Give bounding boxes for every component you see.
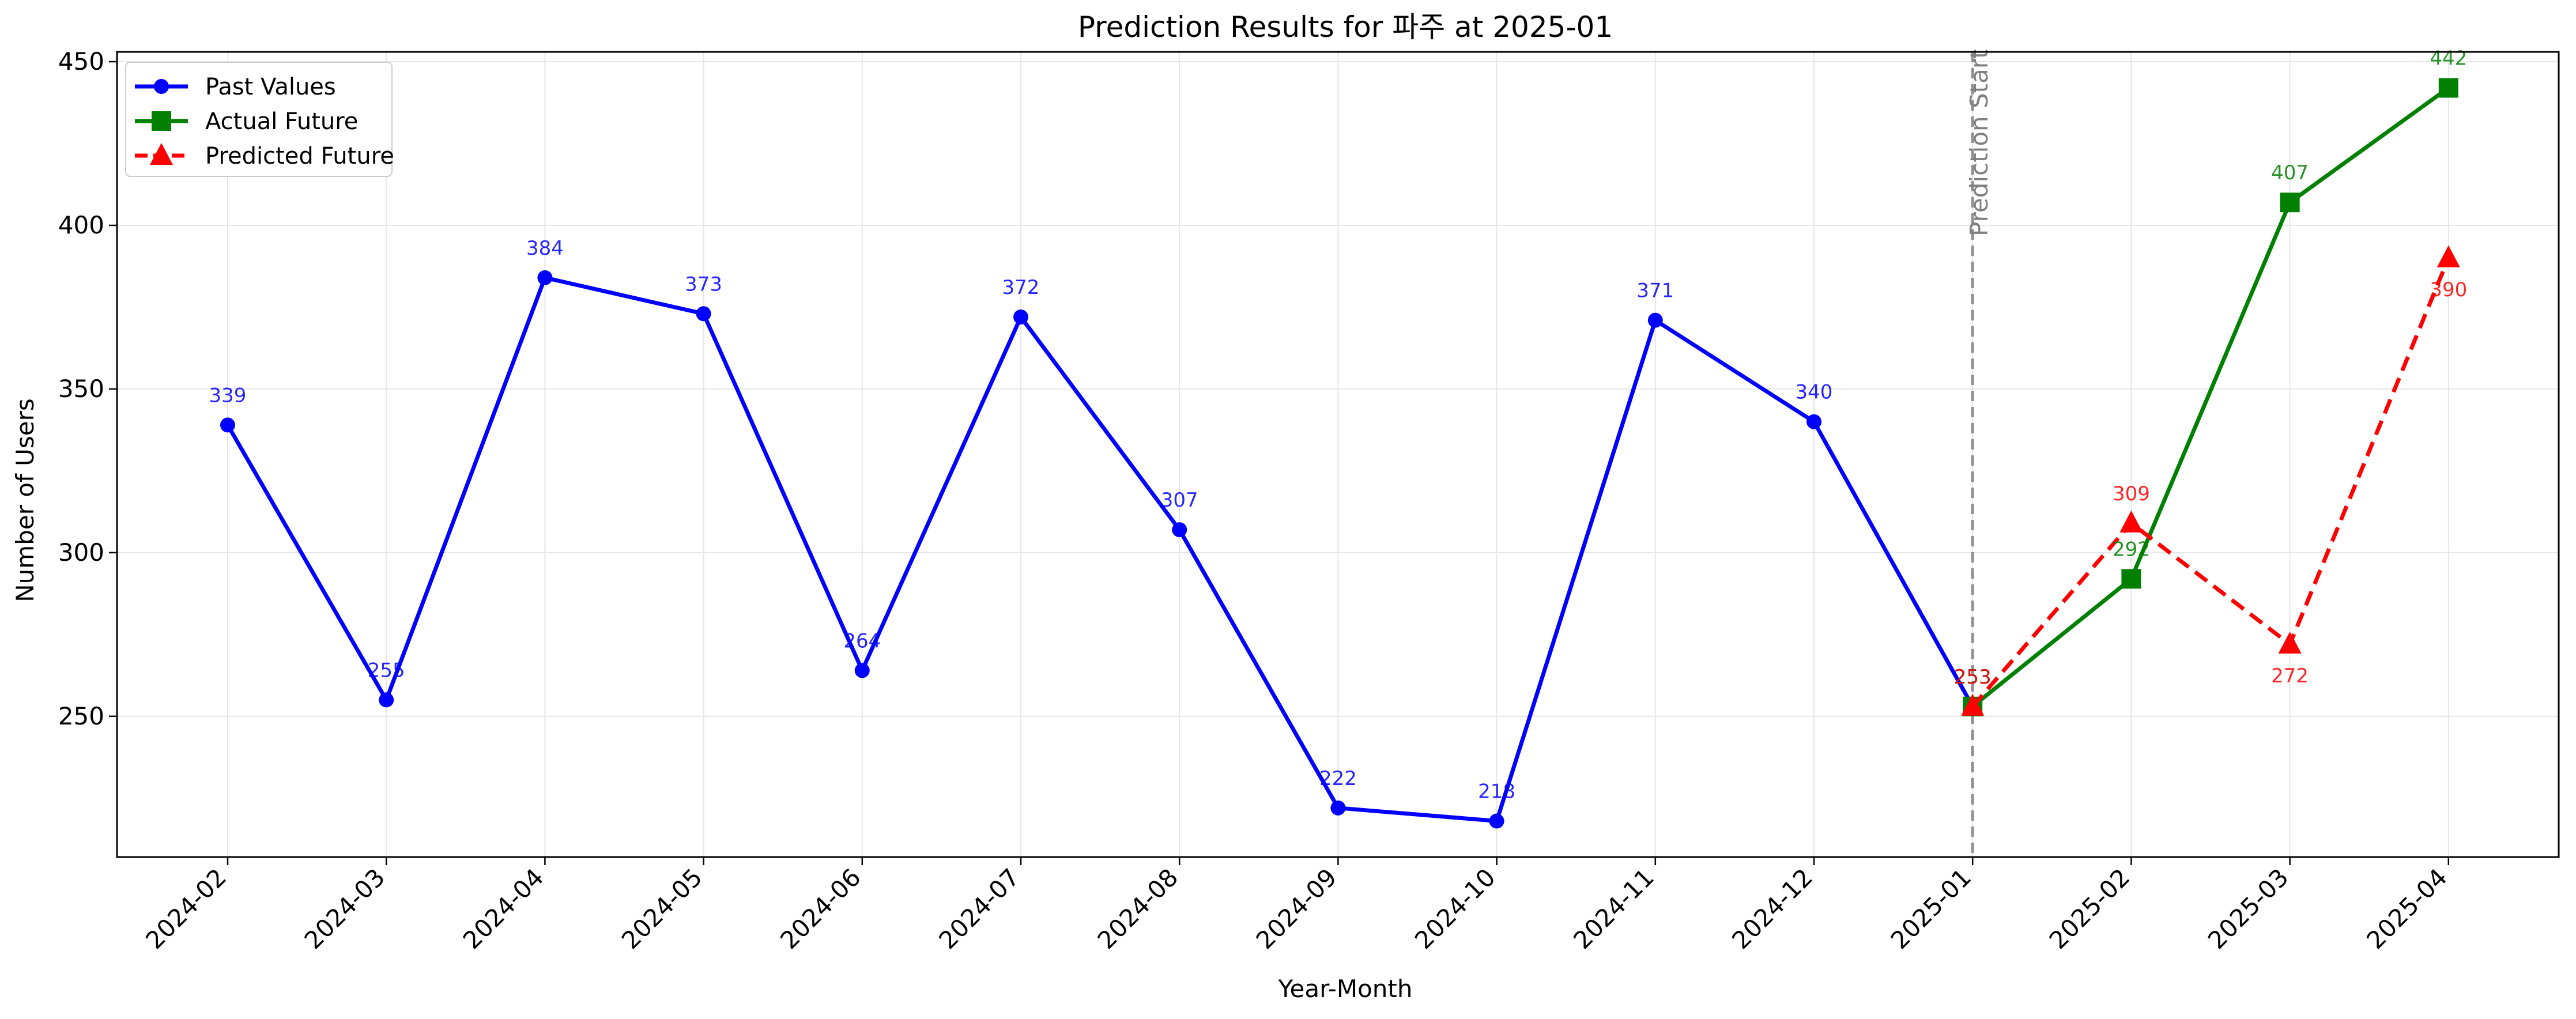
y-tick-label: 450 xyxy=(58,47,104,76)
point-marker xyxy=(1489,813,1504,829)
data-label: 373 xyxy=(685,273,722,296)
data-label: 255 xyxy=(368,659,405,682)
y-tick-label: 400 xyxy=(58,211,104,239)
legend-marker xyxy=(154,79,169,94)
point-marker xyxy=(1961,693,1985,716)
x-tick-label: 2024-06 xyxy=(775,863,866,954)
x-tick-label: 2024-10 xyxy=(1409,863,1501,954)
data-label: 390 xyxy=(2430,278,2467,301)
point-marker xyxy=(537,270,553,285)
data-label: 253 xyxy=(1954,666,1992,689)
x-tick-label: 2024-12 xyxy=(1726,863,1818,954)
series-actual-future xyxy=(1963,78,2458,716)
data-label: 253 xyxy=(1954,666,1992,689)
x-tick-label: 2025-04 xyxy=(2361,863,2453,954)
x-tick-label: 2024-07 xyxy=(933,863,1025,954)
x-tick-label: 2024-02 xyxy=(140,863,232,954)
series-predicted-future xyxy=(1961,245,2460,716)
point-marker xyxy=(2438,78,2458,98)
grid-lines xyxy=(117,52,2559,857)
series-line xyxy=(1971,86,2450,708)
data-label: 272 xyxy=(2271,665,2309,688)
prediction-start-marker: Prediction Start xyxy=(1965,49,1993,857)
legend: Past Values Actual Future Predicted Future xyxy=(125,62,394,177)
point-marker xyxy=(1806,414,1821,429)
series-line xyxy=(1971,257,2451,708)
data-label: 218 xyxy=(1478,780,1515,803)
data-label: 407 xyxy=(2271,161,2309,184)
x-tick-label: 2024-09 xyxy=(1251,863,1342,954)
legend-label: Past Values xyxy=(205,74,336,100)
prediction-start-label: Prediction Start xyxy=(1965,49,1993,236)
data-label: 253 xyxy=(1954,666,1992,689)
data-label: 384 xyxy=(526,237,564,260)
x-tick-label: 2024-05 xyxy=(616,863,708,954)
data-label: 372 xyxy=(1002,276,1040,299)
x-tick-label: 2025-02 xyxy=(2044,863,2136,954)
data-label: 340 xyxy=(1796,381,1833,404)
x-tick-label: 2024-03 xyxy=(299,863,391,954)
x-tick-label: 2025-03 xyxy=(2202,863,2294,954)
legend-label: Predicted Future xyxy=(205,143,394,169)
point-marker xyxy=(1172,522,1187,538)
series-past-values xyxy=(220,270,1981,829)
data-label: 292 xyxy=(2113,538,2150,561)
x-axis-label: Year-Month xyxy=(1277,975,1412,1003)
y-tick-label: 350 xyxy=(58,375,104,403)
point-marker xyxy=(379,692,394,708)
legend-item: Predicted Future xyxy=(135,143,394,169)
axis-ticks: 2024-02 2024-03 2024-04 2024-05 2024-06 2024-… xyxy=(58,47,2453,954)
legend-item: Actual Future xyxy=(135,108,358,135)
legend-item: Past Values xyxy=(135,74,336,100)
legend-label: Actual Future xyxy=(205,108,358,135)
point-marker xyxy=(2280,193,2300,213)
point-marker xyxy=(2437,245,2460,267)
x-tick-label: 2024-04 xyxy=(458,863,549,954)
data-label: 309 xyxy=(2113,482,2150,505)
x-tick-label: 2024-08 xyxy=(1092,863,1184,954)
point-marker xyxy=(220,417,235,433)
data-label: 307 xyxy=(1161,489,1198,512)
point-marker xyxy=(1647,312,1663,328)
point-marker xyxy=(1330,800,1346,816)
data-label: 442 xyxy=(2430,47,2467,70)
legend-box xyxy=(125,62,393,177)
x-tick-label: 2025-01 xyxy=(1885,863,1977,954)
point-marker xyxy=(2278,631,2302,654)
point-marker xyxy=(2119,510,2143,533)
data-label: 264 xyxy=(843,629,881,652)
point-marker xyxy=(1013,309,1028,324)
x-tick-label: 2024-11 xyxy=(1568,863,1659,954)
data-label: 222 xyxy=(1319,767,1357,790)
legend-marker xyxy=(150,143,173,165)
series-line xyxy=(225,275,1975,824)
y-axis-label: Number of Users xyxy=(11,398,39,602)
data-label: 339 xyxy=(209,384,247,407)
point-marker xyxy=(854,663,870,678)
data-label: 371 xyxy=(1636,280,1674,303)
series-layer xyxy=(220,78,2460,829)
legend-marker xyxy=(152,111,171,131)
point-marker xyxy=(696,306,711,322)
y-tick-label: 250 xyxy=(58,702,104,730)
data-labels: 3392553843732643723072222183713402532532… xyxy=(209,47,2468,803)
chart-title: Prediction Results for 파주 at 2025-01 xyxy=(1078,10,1613,44)
y-tick-label: 300 xyxy=(58,538,104,567)
point-marker xyxy=(2121,569,2141,589)
